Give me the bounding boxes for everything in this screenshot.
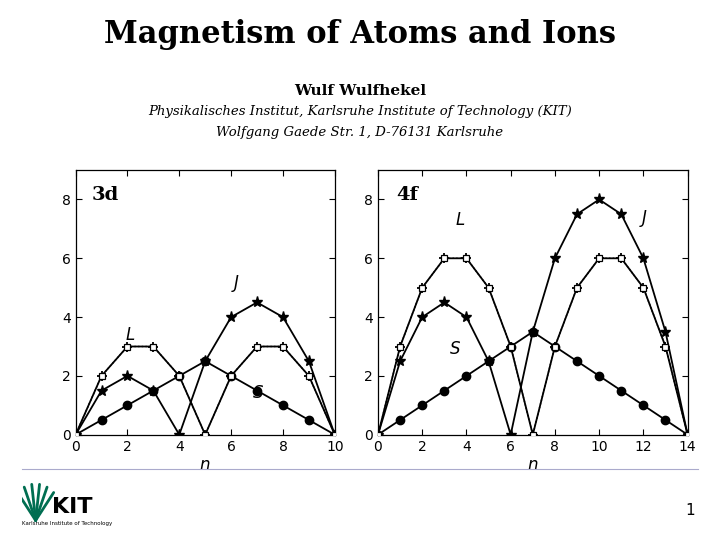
- Text: 3d: 3d: [91, 186, 118, 204]
- Text: $L$: $L$: [455, 212, 466, 229]
- Text: Wolfgang Gaede Str. 1, D-76131 Karlsruhe: Wolfgang Gaede Str. 1, D-76131 Karlsruhe: [217, 126, 503, 139]
- Text: 4f: 4f: [397, 186, 418, 204]
- Text: $J$: $J$: [231, 273, 240, 294]
- Text: 1: 1: [685, 503, 695, 518]
- Text: $J$: $J$: [639, 208, 648, 229]
- Text: KIT: KIT: [52, 497, 92, 517]
- X-axis label: $n$: $n$: [527, 456, 539, 474]
- Text: Wulf Wulfhekel: Wulf Wulfhekel: [294, 84, 426, 98]
- Text: $S$: $S$: [449, 341, 461, 358]
- Text: Karlsruhe Institute of Technology: Karlsruhe Institute of Technology: [22, 521, 112, 526]
- Text: $S$: $S$: [252, 386, 264, 402]
- Text: Magnetism of Atoms and Ions: Magnetism of Atoms and Ions: [104, 19, 616, 50]
- X-axis label: $n$: $n$: [199, 456, 211, 474]
- Text: $L$: $L$: [125, 327, 135, 343]
- Text: Physikalisches Institut, Karlsruhe Institute of Technology (KIT): Physikalisches Institut, Karlsruhe Insti…: [148, 105, 572, 118]
